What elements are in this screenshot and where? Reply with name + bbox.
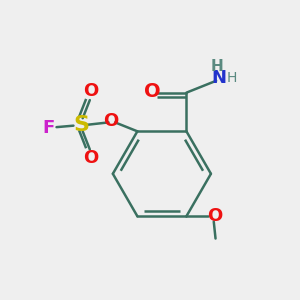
Text: S: S: [73, 115, 89, 135]
Text: H: H: [210, 59, 223, 74]
Text: F: F: [42, 119, 54, 137]
Text: O: O: [83, 82, 99, 100]
Text: N: N: [211, 69, 226, 87]
Text: O: O: [83, 149, 99, 167]
Text: H: H: [226, 71, 237, 85]
Text: O: O: [208, 207, 223, 225]
Text: O: O: [144, 82, 160, 101]
Text: O: O: [103, 112, 118, 130]
